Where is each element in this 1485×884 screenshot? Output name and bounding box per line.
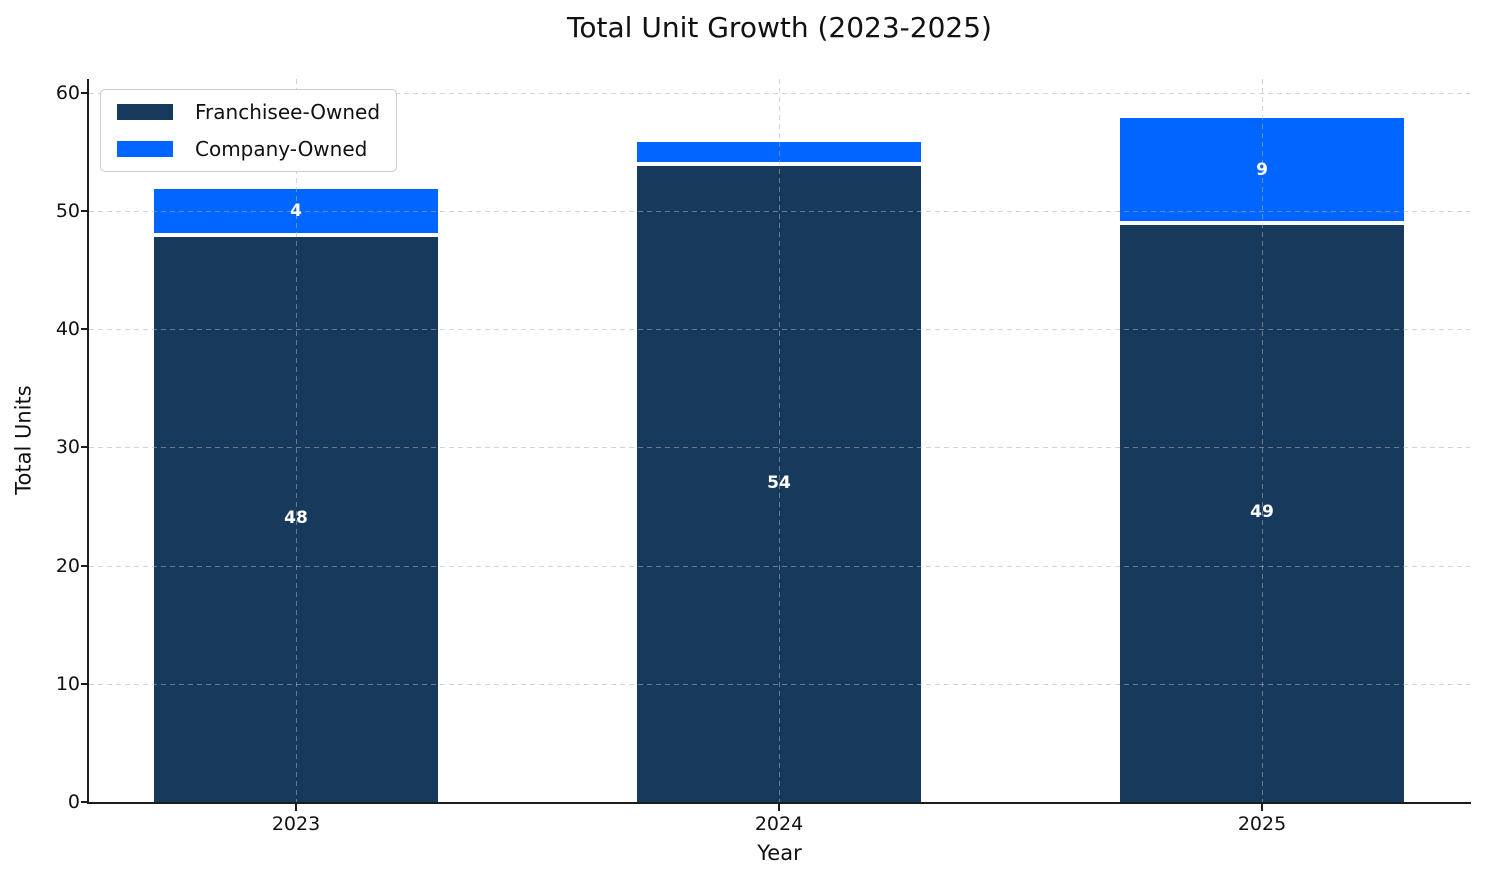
y-tick-mark bbox=[81, 328, 89, 331]
legend-swatch-icon bbox=[117, 104, 173, 120]
plot-area: 48 4 54 49 9 Franchisee-Owned Company-Owned bbox=[87, 79, 1471, 804]
bar-value-label-franchisee-owned-2025: 49 bbox=[1250, 502, 1274, 523]
legend-label: Company-Owned bbox=[195, 137, 368, 161]
gridline-horizontal bbox=[89, 447, 1470, 449]
y-tick-label-60: 60 bbox=[55, 81, 80, 104]
chart-title: Total Unit Growth (2023-2025) bbox=[567, 11, 992, 44]
gridline-vertical bbox=[778, 79, 780, 802]
gridline-vertical bbox=[1261, 79, 1263, 802]
y-tick-mark bbox=[81, 564, 89, 567]
y-tick-mark bbox=[81, 210, 89, 212]
gridline-horizontal bbox=[89, 211, 1470, 212]
y-tick-label-10: 10 bbox=[55, 672, 80, 695]
x-axis-label: Year bbox=[757, 841, 802, 865]
y-tick-label-40: 40 bbox=[55, 318, 80, 341]
bar-labels-layer: 48 4 54 49 9 bbox=[89, 79, 1470, 802]
x-tick-mark bbox=[1261, 804, 1263, 811]
grid-layer bbox=[89, 79, 1470, 802]
x-axis-line bbox=[87, 802, 1471, 804]
y-tick-mark bbox=[81, 91, 89, 94]
x-tick-label-2024: 2024 bbox=[754, 813, 804, 835]
y-tick-label-50: 50 bbox=[55, 200, 80, 222]
y-tick-mark bbox=[81, 801, 89, 803]
x-tick-label-2023: 2023 bbox=[271, 813, 321, 835]
legend: Franchisee-Owned Company-Owned bbox=[100, 89, 398, 172]
y-tick-label-0: 0 bbox=[67, 791, 80, 813]
gridline-horizontal bbox=[89, 329, 1470, 331]
legend-item-company-owned: Company-Owned bbox=[117, 137, 380, 161]
legend-label: Franchisee-Owned bbox=[195, 100, 381, 124]
y-tick-mark bbox=[81, 682, 89, 685]
x-tick-mark bbox=[295, 804, 297, 811]
gridline-horizontal bbox=[89, 92, 1470, 94]
y-tick-label-20: 20 bbox=[55, 554, 80, 577]
y-tick-mark bbox=[81, 446, 89, 449]
y-axis-line bbox=[87, 79, 89, 804]
legend-item-franchisee-owned: Franchisee-Owned bbox=[117, 100, 380, 124]
gridline-vertical bbox=[295, 79, 297, 802]
bar-value-label-company-owned-2025: 9 bbox=[1256, 159, 1268, 180]
gridline-horizontal bbox=[89, 565, 1470, 567]
bar-value-label-franchisee-owned-2024: 54 bbox=[767, 472, 791, 493]
bar-value-label-franchisee-owned-2023: 48 bbox=[284, 508, 308, 529]
legend-swatch-icon bbox=[117, 141, 173, 157]
y-tick-label-30: 30 bbox=[55, 436, 80, 459]
y-axis-label: Total Units bbox=[11, 385, 36, 495]
x-tick-mark bbox=[778, 804, 780, 811]
x-tick-label-2025: 2025 bbox=[1237, 813, 1287, 835]
bar-value-label-company-owned-2023: 4 bbox=[290, 201, 302, 221]
gridline-horizontal bbox=[89, 683, 1470, 685]
